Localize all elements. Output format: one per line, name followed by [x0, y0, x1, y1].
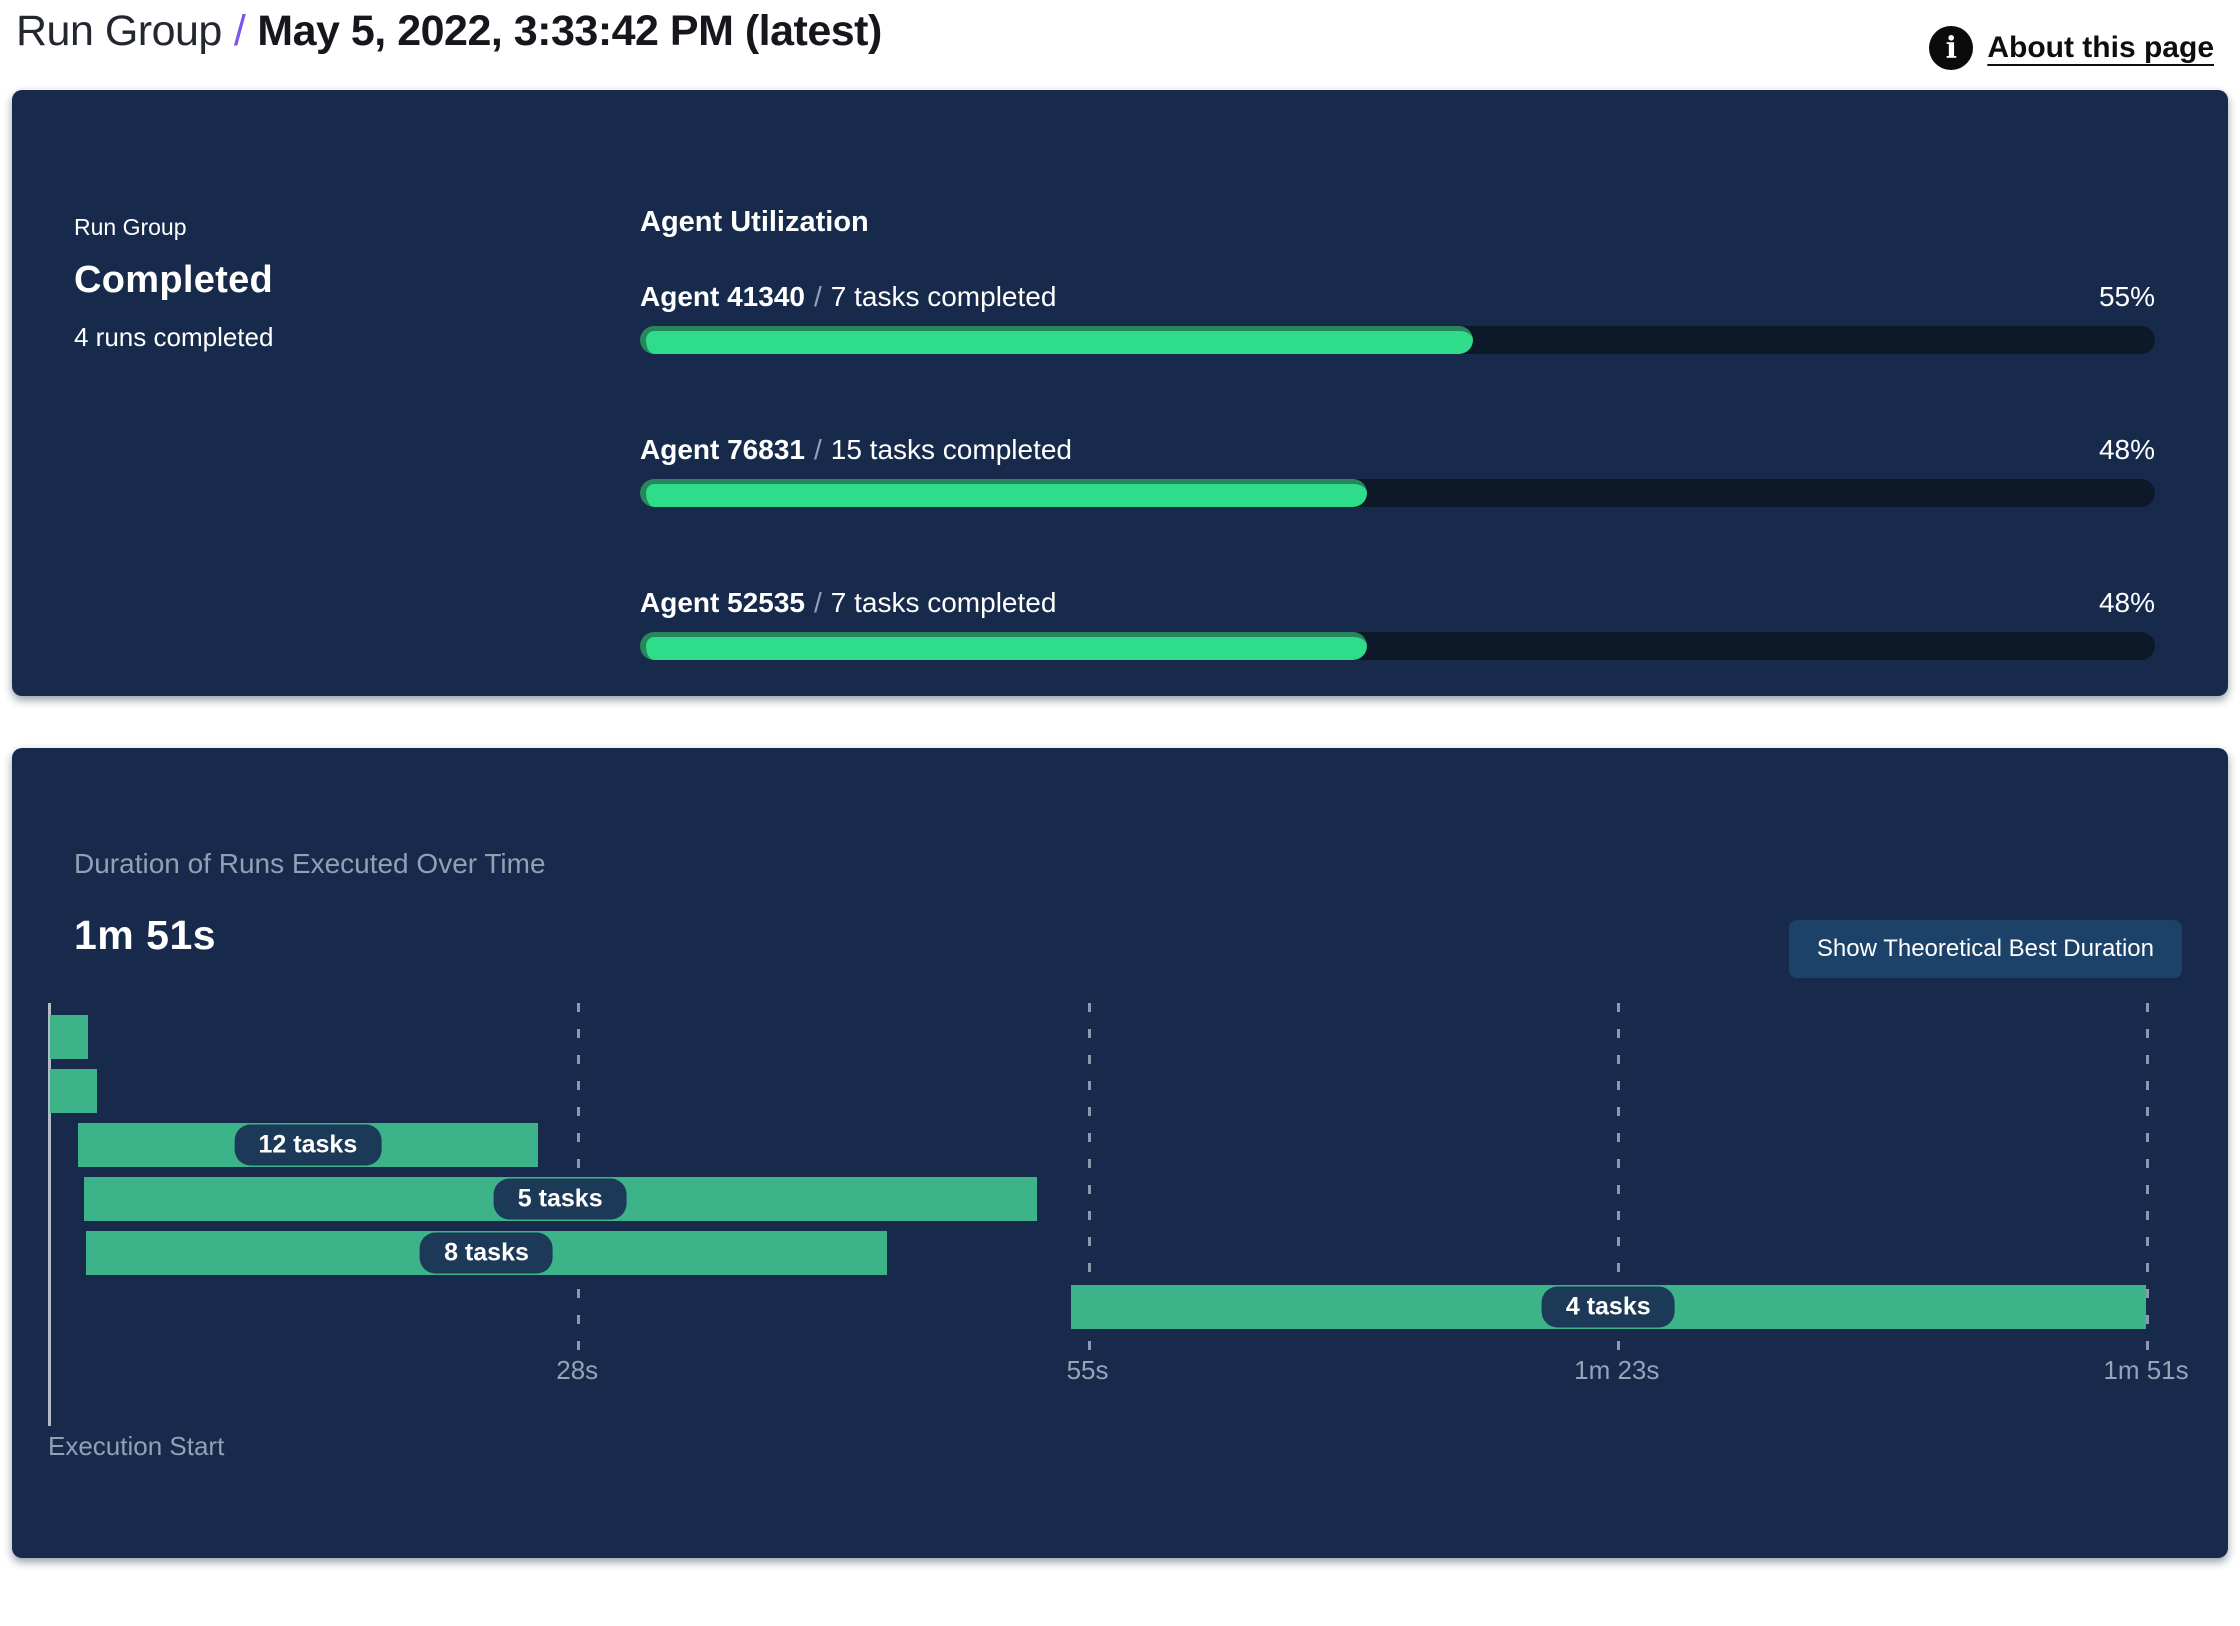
run-duration-bar[interactable]: 8 tasks [85, 1231, 888, 1275]
run-group-status-column: Run Group Completed 4 runs completed [74, 206, 640, 660]
agent-utilization-percent: 48% [2098, 587, 2155, 618]
task-count-badge: 5 tasks [493, 1178, 627, 1220]
agent-row: Agent 41340 / 7 tasks completed 55% [640, 281, 2155, 354]
run-group-status: Completed [74, 259, 274, 301]
agent-utilization-percent: 48% [2098, 434, 2155, 465]
duration-chart-card: Duration of Runs Executed Over Time 1m 5… [12, 748, 2228, 1558]
agent-name: Agent 76831 [640, 434, 805, 465]
gantt-gridline [1087, 1003, 1091, 1355]
agent-name: Agent 52535 [640, 587, 805, 618]
agent-label-separator: / [813, 587, 822, 618]
agent-label: Agent 76831 / 15 tasks completed [640, 434, 1072, 466]
page-header: Run Group / May 5, 2022, 3:33:42 PM (lates… [0, 0, 2240, 70]
run-duration-bar[interactable]: 4 tasks [1070, 1285, 2146, 1329]
execution-start-label: Execution Start [48, 1431, 225, 1461]
total-duration-value: 1m 51s [74, 912, 217, 958]
agent-utilization-title: Agent Utilization [640, 206, 869, 238]
agent-label: Agent 52535 / 7 tasks completed [640, 587, 1056, 619]
agent-row: Agent 76831 / 15 tasks completed 48% [640, 434, 2155, 507]
agent-tasks-completed: 7 tasks completed [830, 587, 1057, 618]
run-duration-bar[interactable] [49, 1015, 88, 1059]
x-axis-tick-label: 1m 51s [2103, 1355, 2189, 1385]
x-axis-tick-label: 55s [1066, 1355, 1109, 1385]
duration-chart-title: Duration of Runs Executed Over Time [74, 848, 546, 879]
run-duration-bar[interactable]: 12 tasks [78, 1123, 538, 1167]
gantt-gridline [1616, 1003, 1620, 1355]
about-this-page-label: About this page [1987, 31, 2214, 64]
run-group-summary-card: Run Group Completed 4 runs completed Age… [12, 90, 2228, 696]
agent-label: Agent 41340 / 7 tasks completed [640, 281, 1056, 313]
task-count-badge: 12 tasks [234, 1124, 382, 1166]
x-axis-tick-label: 28s [556, 1355, 599, 1385]
gantt-gridline [2146, 1003, 2149, 1355]
execution-start-axis-line [48, 1003, 51, 1426]
run-duration-bar[interactable] [49, 1069, 98, 1113]
utilization-bar-fill [640, 326, 1474, 354]
agent-utilization-section: Agent Utilization Agent 41340 / 7 tasks co… [640, 206, 2155, 660]
utilization-bar-track [640, 326, 2155, 354]
utilization-bar-fill [640, 632, 1368, 660]
agent-utilization-percent: 55% [2098, 281, 2155, 312]
utilization-bar-track [640, 479, 2155, 507]
agent-label-separator: / [813, 434, 822, 465]
breadcrumb-current-run: May 5, 2022, 3:33:42 PM (latest) [257, 7, 882, 55]
duration-gantt-chart: 28s 55s 1m 23s 1m 51s 12 tasks 5 tasks 8 tasks… [48, 1003, 2189, 1426]
task-count-badge: 4 tasks [1541, 1286, 1675, 1328]
agent-row: Agent 52535 / 7 tasks completed 48% [640, 587, 2155, 660]
agent-label-separator: / [813, 281, 822, 312]
run-duration-bar[interactable]: 5 tasks [83, 1177, 1037, 1221]
x-axis-tick-label: 1m 23s [1574, 1355, 1660, 1385]
task-count-badge: 8 tasks [420, 1232, 553, 1274]
agent-row-header: Agent 41340 / 7 tasks completed 55% [640, 281, 2155, 313]
agent-tasks-completed: 15 tasks completed [830, 434, 1072, 465]
runs-completed-count: 4 runs completed [74, 322, 274, 352]
run-group-label: Run Group [74, 214, 187, 240]
breadcrumb-separator: / [233, 7, 246, 55]
agent-utilization-rows: Agent 41340 / 7 tasks completed 55% Agent 76… [640, 281, 2155, 660]
about-this-page-link[interactable]: i About this page [1929, 26, 2214, 70]
show-theoretical-best-duration-button[interactable]: Show Theoretical Best Duration [1788, 920, 2182, 978]
agent-tasks-completed: 7 tasks completed [830, 281, 1057, 312]
info-icon: i [1929, 26, 1974, 70]
agent-row-header: Agent 76831 / 15 tasks completed 48% [640, 434, 2155, 466]
utilization-bar-fill [640, 479, 1368, 507]
utilization-bar-track [640, 632, 2155, 660]
agent-row-header: Agent 52535 / 7 tasks completed 48% [640, 587, 2155, 619]
breadcrumb: Run Group / May 5, 2022, 3:33:42 PM (lates… [16, 6, 882, 58]
breadcrumb-run-group[interactable]: Run Group [16, 7, 222, 55]
agent-name: Agent 41340 [640, 281, 805, 312]
